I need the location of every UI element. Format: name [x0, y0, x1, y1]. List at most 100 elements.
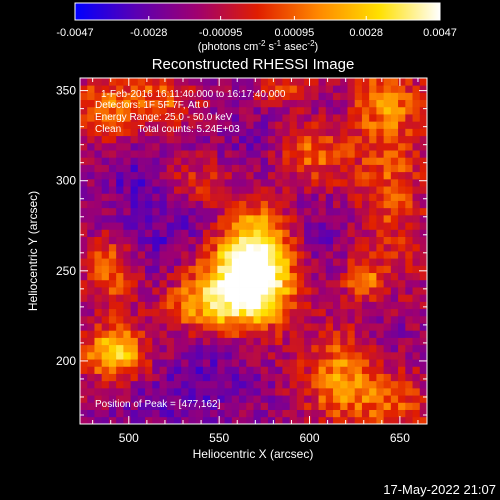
heatmap-cell: [267, 251, 276, 259]
heatmap-cell: [296, 78, 305, 86]
heatmap-cell: [152, 380, 160, 389]
heatmap-cell: [347, 380, 356, 389]
heatmap-cell: [318, 366, 327, 374]
heatmap-cell: [101, 229, 110, 237]
heatmap-cell: [123, 106, 132, 115]
heatmap-cell: [231, 287, 240, 295]
heatmap-cell: [311, 186, 319, 194]
heatmap-cell: [405, 409, 413, 418]
heatmap-cell: [361, 99, 370, 108]
heatmap-cell: [152, 78, 160, 86]
heatmap-cell: [311, 251, 319, 259]
heatmap-cell: [123, 330, 132, 338]
heatmap-cell: [137, 251, 146, 259]
heatmap-cell: [152, 265, 160, 274]
heatmap-cell: [94, 200, 103, 209]
heatmap-cell: [231, 373, 240, 382]
heatmap-cell: [296, 344, 305, 353]
heatmap-cell: [383, 258, 392, 266]
heatmap-cell: [159, 409, 168, 418]
heatmap-cell: [108, 301, 117, 310]
heatmap-cell: [173, 373, 182, 382]
heatmap-cell: [354, 373, 363, 382]
heatmap-cell: [333, 287, 341, 295]
heatmap-cell: [311, 106, 319, 115]
heatmap-cell: [94, 142, 103, 151]
heatmap-cell: [239, 366, 247, 374]
heatmap-cell: [173, 222, 182, 230]
heatmap-cell: [419, 99, 427, 108]
heatmap-cell: [383, 142, 392, 151]
heatmap-cell: [159, 416, 168, 424]
heatmap-cell: [390, 387, 399, 396]
heatmap-cell: [195, 323, 204, 331]
heatmap-cell: [398, 251, 406, 259]
heatmap-cell: [239, 178, 247, 187]
heatmap-cell: [390, 222, 399, 230]
heatmap-cell: [325, 178, 334, 187]
heatmap-cell: [246, 85, 254, 93]
heatmap-cell: [231, 330, 240, 338]
heatmap-cell: [354, 229, 363, 237]
heatmap-cell: [390, 373, 399, 382]
heatmap-cell: [304, 85, 312, 93]
heatmap-cell: [405, 171, 413, 180]
heatmap-cell: [369, 92, 377, 101]
heatmap-cell: [239, 135, 247, 144]
heatmap-cell: [108, 258, 117, 266]
heatmap-cell: [289, 164, 298, 173]
heatmap-cell: [116, 222, 124, 230]
heatmap-cell: [354, 344, 363, 353]
heatmap-cell: [145, 229, 153, 237]
heatmap-cell: [181, 373, 189, 382]
heatmap-cell: [224, 416, 233, 424]
heatmap-cell: [340, 272, 348, 281]
heatmap-cell: [210, 236, 218, 245]
heatmap-cell: [390, 106, 399, 115]
heatmap-cell: [145, 222, 153, 230]
heatmap-cell: [304, 258, 312, 266]
heatmap-cell: [412, 344, 421, 353]
heatmap-cell: [275, 366, 283, 374]
heatmap-cell: [116, 272, 124, 281]
annotation-energy: Energy Range: 25.0 - 50.0 keV: [95, 112, 233, 123]
heatmap-cell: [318, 186, 327, 194]
heatmap-cell: [253, 395, 262, 403]
heatmap-cell: [405, 92, 413, 101]
heatmap-cell: [296, 186, 305, 194]
heatmap-cell: [390, 200, 399, 209]
heatmap-cell: [390, 351, 399, 360]
heatmap-cell: [80, 128, 88, 137]
heatmap-cell: [239, 193, 247, 201]
heatmap-cell: [260, 128, 269, 137]
heatmap-cell: [282, 265, 291, 274]
heatmap-cell: [87, 315, 95, 324]
heatmap-cell: [166, 236, 175, 245]
heatmap-cell: [333, 409, 341, 418]
heatmap-cell: [181, 308, 189, 317]
heatmap-cell: [282, 200, 291, 209]
heatmap-cell: [325, 337, 334, 346]
heatmap-cell: [224, 279, 233, 288]
heatmap-cell: [202, 150, 211, 158]
heatmap-cell: [304, 380, 312, 389]
heatmap-cell: [101, 236, 110, 245]
heatmap-cell: [282, 78, 291, 86]
heatmap-cell: [116, 330, 124, 338]
heatmap-cell: [80, 294, 88, 302]
heatmap-cell: [275, 344, 283, 353]
heatmap-cell: [311, 214, 319, 223]
heatmap-cell: [419, 164, 427, 173]
heatmap-cell: [325, 279, 334, 288]
heatmap-cell: [80, 251, 88, 259]
heatmap-cell: [412, 387, 421, 396]
heatmap-cell: [347, 308, 356, 317]
heatmap-cell: [152, 351, 160, 360]
heatmap-cell: [130, 279, 139, 288]
heatmap-cell: [173, 294, 182, 302]
heatmap-cell: [311, 344, 319, 353]
heatmap-cell: [325, 150, 334, 158]
heatmap-cell: [87, 395, 95, 403]
heatmap-cell: [239, 236, 247, 245]
heatmap-cell: [376, 330, 385, 338]
